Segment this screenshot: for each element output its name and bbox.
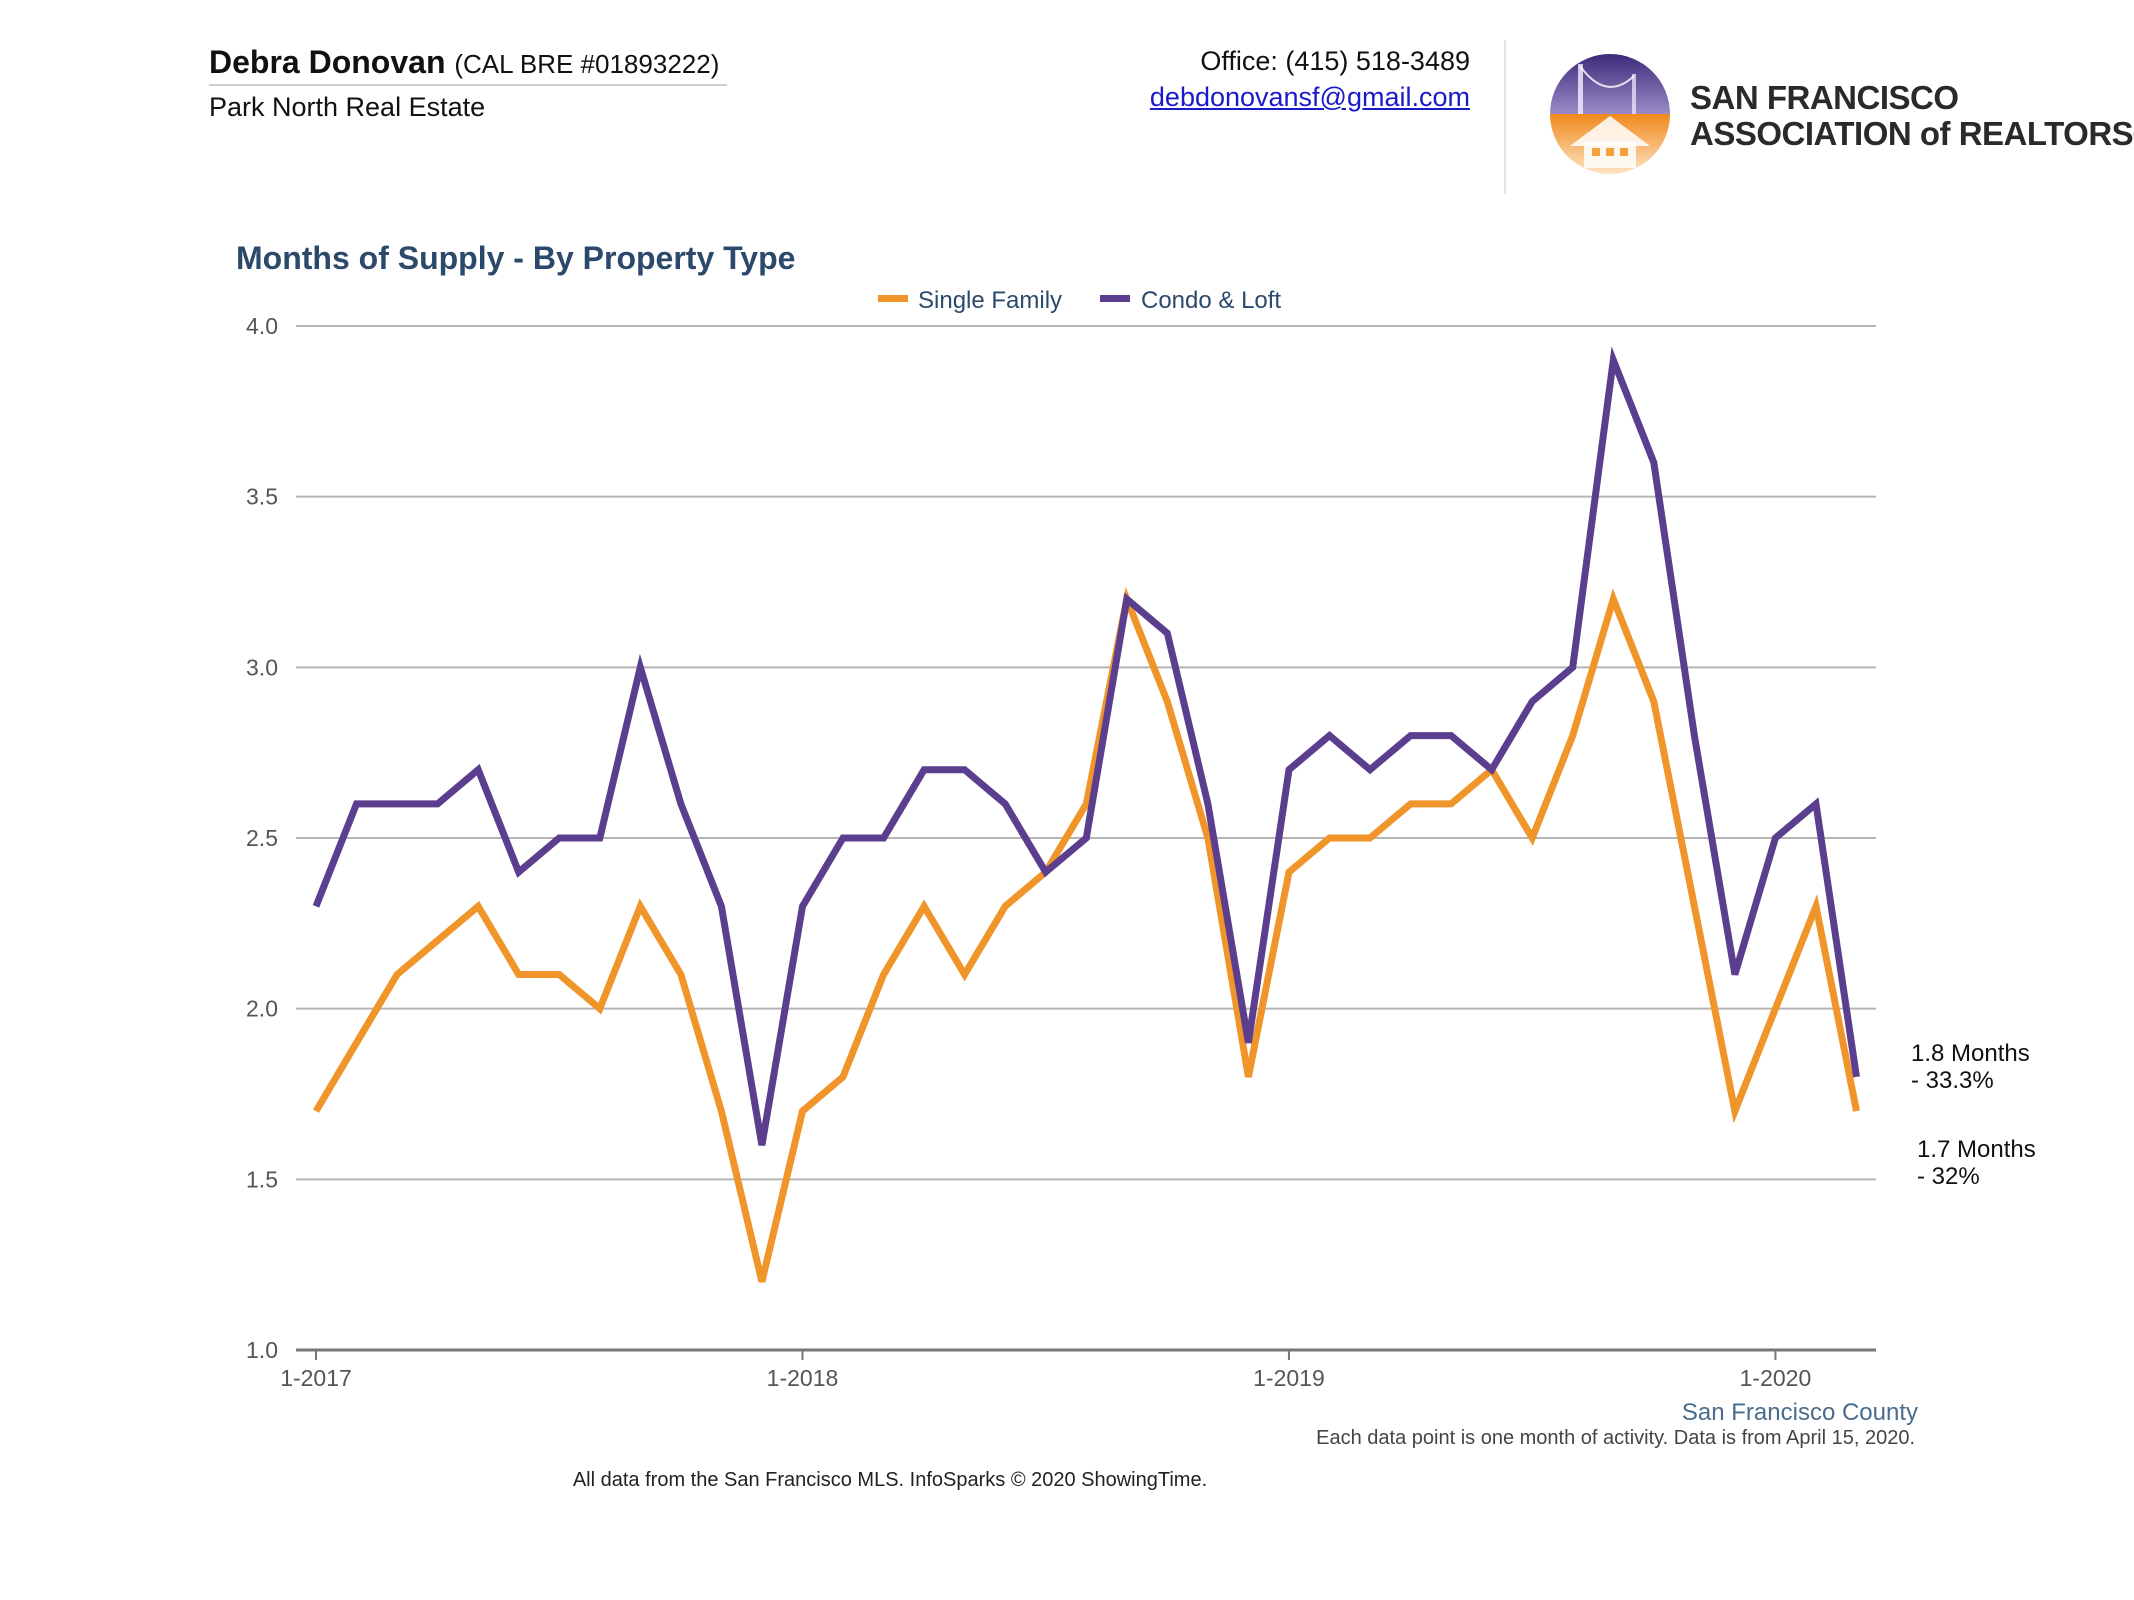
agent-license: (CAL BRE #01893222) — [454, 49, 720, 79]
footer-source: All data from the San Francisco MLS. Inf… — [572, 1469, 1208, 1491]
legend-label-condo-loft: Condo & Loft — [1141, 287, 1281, 314]
x-tick-label: 1-2018 — [767, 1365, 839, 1391]
header-divider — [1504, 40, 1506, 194]
y-tick-label: 3.0 — [246, 654, 278, 680]
agent-name-text: Debra Donovan — [209, 44, 446, 80]
region-label: San Francisco County — [1682, 1399, 1918, 1426]
x-tick-label: 1-2019 — [1253, 1365, 1325, 1391]
end-label-single-family: 1.7 Months — [1917, 1136, 2036, 1163]
x-tick-label: 1-2020 — [1740, 1365, 1812, 1391]
chart-series — [312, 346, 1860, 1283]
footer-note: Each data point is one month of activity… — [1316, 1427, 1915, 1449]
end-label-condo-loft: - 33.3% — [1911, 1067, 1994, 1094]
association-logo-icon — [1550, 54, 1670, 174]
y-tick-label: 2.0 — [246, 996, 278, 1022]
y-tick-label: 2.5 — [246, 825, 278, 851]
end-label-condo-loft: 1.8 Months — [1911, 1040, 2030, 1067]
association-name-line1: SAN FRANCISCO — [1690, 79, 1959, 116]
association-name: SAN FRANCISCO ASSOCIATION of REALTORS® — [1690, 80, 2134, 152]
series-line-condo-loft — [312, 346, 1860, 1146]
y-tick-label: 4.0 — [246, 313, 278, 339]
email-link[interactable]: debdonovansf@gmail.com — [1149, 82, 1470, 112]
office-phone: Office: (415) 518-3489 — [1200, 46, 1470, 76]
agent-company: Park North Real Estate — [209, 92, 486, 122]
y-tick-label: 1.5 — [246, 1166, 278, 1192]
chart-gridlines — [296, 325, 1876, 1181]
legend-swatch-condo-loft — [1100, 295, 1130, 302]
x-axis: 1-2017 1-2018 1-2019 1-2020 — [280, 1348, 1876, 1391]
x-tick-label: 1-2017 — [280, 1365, 352, 1391]
chart-title: Months of Supply - By Property Type — [236, 240, 795, 276]
y-axis: 1.0 1.5 2.0 2.5 3.0 3.5 4.0 — [246, 313, 278, 1363]
series-end-labels: 1.7 Months- 32% 1.8 Months- 33.3% — [1911, 1040, 2036, 1190]
legend-swatch-single-family — [878, 295, 908, 302]
chart-legend: Single Family Condo & Loft — [878, 287, 1281, 314]
agent-name: Debra Donovan (CAL BRE #01893222) — [209, 44, 719, 81]
y-tick-label: 1.0 — [246, 1337, 278, 1363]
series-line-single-family — [312, 586, 1860, 1283]
agent-name-underline — [209, 84, 727, 86]
y-tick-label: 3.5 — [246, 484, 278, 510]
association-name-line2: ASSOCIATION of REALTORS® — [1690, 115, 2134, 152]
end-label-single-family: - 32% — [1917, 1163, 1980, 1190]
legend-label-single-family: Single Family — [918, 287, 1062, 314]
